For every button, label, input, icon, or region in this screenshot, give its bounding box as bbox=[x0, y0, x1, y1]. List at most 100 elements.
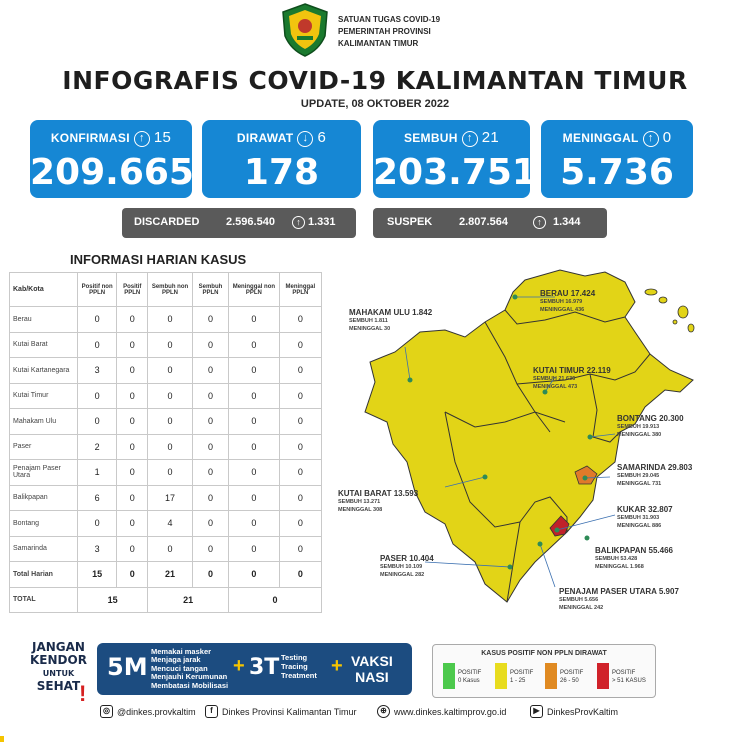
samarinda-region bbox=[574, 465, 598, 485]
cell-value: 0 bbox=[278, 306, 323, 333]
stat-value: 209.665 bbox=[30, 152, 194, 193]
legend-line: POSITIF bbox=[458, 670, 482, 676]
slogan-jangan-kendor: JANGAN KENDOR UNTUK SEHAT bbox=[30, 641, 87, 693]
column-header: Positif non PPLN bbox=[76, 272, 118, 307]
region-meninggal: MENINGGAL 380 bbox=[617, 432, 662, 438]
region-count: 20.300 bbox=[659, 414, 684, 423]
social-facebook-link[interactable]: f Dinkes Provinsi Kalimantan Timur bbox=[205, 705, 357, 718]
cell-value: 0 bbox=[191, 382, 230, 409]
region-sembuh: SEMBUH 5.656 bbox=[559, 597, 599, 603]
land-mass bbox=[364, 269, 694, 603]
facebook-icon: f bbox=[205, 705, 218, 718]
region-meninggal: MENINGGAL 1.968 bbox=[595, 564, 644, 570]
cell-value: 3 bbox=[76, 357, 118, 384]
cell-value: 0 bbox=[191, 510, 230, 537]
legend-swatch-yellow bbox=[495, 663, 507, 689]
legend-line: 0 Kasus bbox=[458, 678, 480, 684]
cell-value: 0 bbox=[116, 306, 149, 333]
cell-kabupaten: Kutai Timur bbox=[9, 382, 78, 409]
region-sembuh: SEMBUH 10.109 bbox=[380, 564, 423, 570]
region-label-berau: BERAU 17.424 SEMBUH 16.979 MENINGGAL 436 bbox=[540, 289, 595, 314]
globe-icon: ⊕ bbox=[377, 705, 390, 718]
vaksinasi-label: VAKSI NASI bbox=[351, 653, 393, 685]
five-m-list: Memakai masker Menjaga jarak Mencuci tan… bbox=[151, 647, 228, 690]
region-name: BERAU bbox=[540, 289, 569, 298]
cell-value: 0 bbox=[228, 535, 280, 562]
cell-value: 0 bbox=[278, 561, 323, 588]
region-sembuh: SEMBUH 19.913 bbox=[617, 424, 660, 430]
cell-value: 0 bbox=[76, 408, 118, 435]
cell-value: 0 bbox=[228, 306, 280, 333]
five-m-item: Menjauhi Kerumunan bbox=[151, 672, 228, 682]
cell-value: 1 bbox=[76, 459, 118, 486]
slogan-line: UNTUK bbox=[42, 669, 75, 678]
cell-kabupaten: Penajam Paser Utara bbox=[9, 459, 78, 486]
stat-value: 178 bbox=[243, 152, 320, 193]
cell-value: 0 bbox=[191, 561, 230, 588]
vaksinasi-line: VAKSI bbox=[351, 653, 393, 669]
cell-value: 0 bbox=[76, 382, 118, 409]
legend-item: POSITIF 1 - 25 bbox=[510, 669, 533, 685]
slogan-line: JANGAN bbox=[31, 640, 85, 654]
social-instagram-link[interactable]: ◎ @dinkes.provkaltim bbox=[100, 705, 196, 718]
region-meninggal: MENINGGAL 282 bbox=[380, 572, 425, 578]
daily-cases-table: Kab/Kota Positif non PPLN Positif PPLN S… bbox=[9, 272, 323, 613]
cell-value: 0 bbox=[228, 433, 280, 460]
youtube-icon: ▶ bbox=[530, 705, 543, 718]
slogan-line: SEHAT bbox=[36, 679, 81, 693]
discarded-value: 2.596.540 bbox=[226, 216, 275, 228]
column-header: Meninggal PPLN bbox=[278, 272, 323, 307]
cell-value: 3 bbox=[76, 535, 118, 562]
cell-kabupaten: Bontang bbox=[9, 510, 78, 537]
region-borders bbox=[444, 309, 651, 603]
cell-value: 2 bbox=[76, 433, 118, 460]
three-t-item: Testing bbox=[281, 653, 308, 662]
region-count: 55.466 bbox=[648, 546, 673, 555]
social-youtube-link[interactable]: ▶ DinkesProvKaltim bbox=[530, 705, 618, 718]
column-header: Kab/Kota bbox=[9, 272, 78, 307]
cell-value: 0 bbox=[147, 306, 193, 333]
cell-value: 0 bbox=[191, 535, 230, 562]
region-count: 13.593 bbox=[393, 489, 419, 498]
column-header: Positif PPLN bbox=[116, 272, 149, 307]
legend-swatch-green bbox=[443, 663, 455, 689]
table-row: Paser 2 0 0 0 0 0 bbox=[9, 433, 323, 460]
region-meninggal: MENINGGAL 473 bbox=[533, 384, 578, 390]
region-name: KUTAI BARAT bbox=[338, 489, 392, 498]
stat-value: 5.736 bbox=[560, 152, 674, 193]
stat-label: KONFIRMASI bbox=[50, 131, 130, 145]
cell-value: 0 bbox=[147, 408, 193, 435]
region-label-bontang: BONTANG 20.300 SEMBUH 19.913 MENINGGAL 3… bbox=[617, 414, 684, 439]
region-sembuh: SEMBUH 29.045 bbox=[617, 473, 660, 479]
instagram-icon: ◎ bbox=[100, 705, 113, 718]
arrow-up-icon: ↑ bbox=[461, 130, 478, 147]
cell-value: 0 bbox=[278, 331, 323, 358]
cell-value: 0 bbox=[191, 331, 230, 358]
discarded-label: DISCARDED bbox=[134, 216, 200, 228]
region-sembuh: SEMBUH 53.428 bbox=[595, 556, 638, 562]
region-dots bbox=[407, 294, 593, 570]
vaksinasi-line: NASI bbox=[355, 669, 389, 685]
cell-value: 0 bbox=[228, 459, 280, 486]
cell-value: 6 bbox=[76, 484, 118, 511]
region-label-kutai-barat: KUTAI BARAT 13.593 SEMBUH 13.271 MENINGG… bbox=[338, 489, 418, 514]
region-name: KUKAR bbox=[617, 505, 646, 514]
map-legend: KASUS POSITIF NON PPLN DIRAWAT POSITIF 0 … bbox=[432, 644, 656, 698]
cell-value: 0 bbox=[116, 357, 149, 384]
arrow-up-icon: ↑ bbox=[533, 216, 546, 229]
region-label-samarinda: SAMARINDA 29.803 SEMBUH 29.045 MENINGGAL… bbox=[617, 463, 692, 488]
region-label-balikpapan: BALIKPAPAN 55.466 SEMBUH 53.428 MENINGGA… bbox=[595, 546, 673, 571]
kaltim-emblem-logo bbox=[282, 3, 328, 57]
cell-value: 0 bbox=[278, 433, 323, 460]
social-website-link[interactable]: ⊕ www.dinkes.kaltimprov.go.id bbox=[377, 705, 506, 718]
stat-card-dirawat: DIRAWAT ↓ 6 178 bbox=[202, 120, 361, 198]
table-row: Berau 0 0 0 0 0 0 bbox=[9, 306, 323, 333]
region-meninggal: MENINGGAL 308 bbox=[338, 507, 383, 513]
discarded-pill: DISCARDED 2.596.540 ↑ 1.331 bbox=[122, 208, 356, 238]
five-m-item: Menjaga jarak bbox=[151, 655, 201, 665]
table-row: Penajam Paser Utara 1 0 0 0 0 0 bbox=[9, 459, 323, 486]
stat-card-meninggal: MENINGGAL ↑ 0 5.736 bbox=[541, 120, 693, 198]
three-t-list: Testing Tracing Treatment bbox=[281, 653, 317, 680]
corner-accent bbox=[0, 736, 4, 742]
cell-value: 0 bbox=[147, 382, 193, 409]
